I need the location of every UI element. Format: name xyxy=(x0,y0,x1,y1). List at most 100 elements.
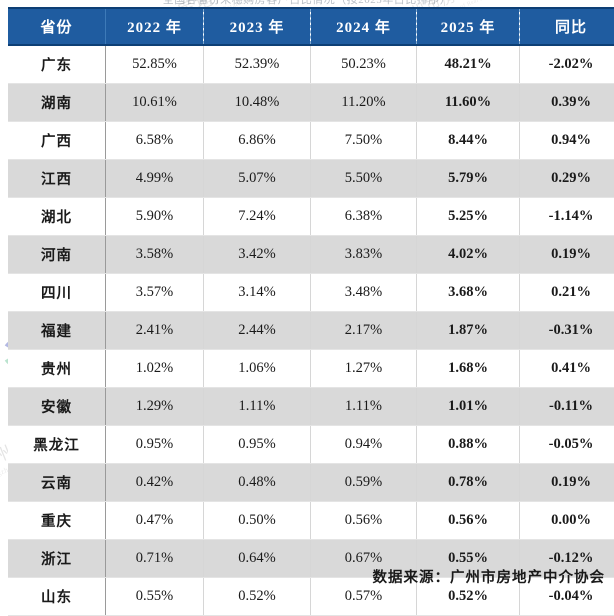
value-2023: 1.11% xyxy=(204,388,311,426)
value-2025: 0.78% xyxy=(417,464,520,502)
col-header-province: 省份 xyxy=(8,8,106,45)
col-header-yoy: 同比 xyxy=(520,8,614,45)
province-name: 黑龙江 xyxy=(8,426,106,464)
header-row: 省份 2022 年 2023 年 2024 年 2025 年 同比 xyxy=(8,8,614,45)
province-name: 福建 xyxy=(8,312,106,350)
value-yoy: 0.94% xyxy=(520,122,614,160)
top-caption-text: 全国各省份来穗购房客户占比情况（按2025年占比排序） xyxy=(0,0,614,7)
value-2024: 2.17% xyxy=(311,312,417,350)
value-2022: 6.58% xyxy=(106,122,204,160)
value-2024: 6.38% xyxy=(311,198,417,236)
value-2022: 0.47% xyxy=(106,502,204,540)
value-2022: 1.29% xyxy=(106,388,204,426)
value-yoy: 0.21% xyxy=(520,274,614,312)
value-2025: 11.60% xyxy=(417,84,520,122)
value-2022: 1.02% xyxy=(106,350,204,388)
value-2024: 50.23% xyxy=(311,45,417,84)
value-2025: 5.79% xyxy=(417,160,520,198)
value-2023: 3.14% xyxy=(204,274,311,312)
province-name: 重庆 xyxy=(8,502,106,540)
value-2025: 0.56% xyxy=(417,502,520,540)
value-2025: 5.25% xyxy=(417,198,520,236)
value-2024: 7.50% xyxy=(311,122,417,160)
table-header: 省份 2022 年 2023 年 2024 年 2025 年 同比 xyxy=(8,8,614,45)
province-name: 云南 xyxy=(8,464,106,502)
value-2025: 0.88% xyxy=(417,426,520,464)
province-name: 湖南 xyxy=(8,84,106,122)
value-2022: 2.41% xyxy=(106,312,204,350)
col-header-2024: 2024 年 xyxy=(311,8,417,45)
col-header-2022: 2022 年 xyxy=(106,8,204,45)
value-2023: 0.48% xyxy=(204,464,311,502)
value-2023: 0.64% xyxy=(204,540,311,578)
value-yoy: -0.31% xyxy=(520,312,614,350)
value-2022: 10.61% xyxy=(106,84,204,122)
province-name: 广西 xyxy=(8,122,106,160)
top-caption-strip: 全国各省份来穗购房客户占比情况（按2025年占比排序） xyxy=(0,0,614,7)
value-yoy: 0.39% xyxy=(520,84,614,122)
value-2022: 52.85% xyxy=(106,45,204,84)
value-2022: 3.58% xyxy=(106,236,204,274)
value-yoy: 0.29% xyxy=(520,160,614,198)
province-name: 广东 xyxy=(8,45,106,84)
value-2024: 0.94% xyxy=(311,426,417,464)
value-2023: 5.07% xyxy=(204,160,311,198)
value-2025: 3.68% xyxy=(417,274,520,312)
value-2024: 0.56% xyxy=(311,502,417,540)
province-name: 江西 xyxy=(8,160,106,198)
value-2023: 10.48% xyxy=(204,84,311,122)
value-2022: 0.42% xyxy=(106,464,204,502)
value-2024: 0.59% xyxy=(311,464,417,502)
province-name: 河南 xyxy=(8,236,106,274)
value-2024: 11.20% xyxy=(311,84,417,122)
value-2023: 0.95% xyxy=(204,426,311,464)
value-2022: 0.95% xyxy=(106,426,204,464)
value-2024: 5.50% xyxy=(311,160,417,198)
value-2024: 3.48% xyxy=(311,274,417,312)
value-yoy: -2.02% xyxy=(520,45,614,84)
value-yoy: 0.19% xyxy=(520,236,614,274)
value-yoy: -1.14% xyxy=(520,198,614,236)
value-2024: 3.83% xyxy=(311,236,417,274)
value-2023: 2.44% xyxy=(204,312,311,350)
value-2023: 6.86% xyxy=(204,122,311,160)
value-2025: 1.68% xyxy=(417,350,520,388)
value-2022: 3.57% xyxy=(106,274,204,312)
province-name: 浙江 xyxy=(8,540,106,578)
value-2022: 0.71% xyxy=(106,540,204,578)
province-name: 四川 xyxy=(8,274,106,312)
value-2023: 52.39% xyxy=(204,45,311,84)
value-2022: 5.90% xyxy=(106,198,204,236)
value-2022: 0.55% xyxy=(106,578,204,616)
value-yoy: -0.05% xyxy=(520,426,614,464)
value-2024: 1.11% xyxy=(311,388,417,426)
province-name: 山东 xyxy=(8,578,106,616)
value-yoy: 0.41% xyxy=(520,350,614,388)
value-2023: 0.52% xyxy=(204,578,311,616)
value-2025: 48.21% xyxy=(417,45,520,84)
value-2023: 0.50% xyxy=(204,502,311,540)
value-2023: 1.06% xyxy=(204,350,311,388)
province-name: 贵州 xyxy=(8,350,106,388)
value-yoy: 0.19% xyxy=(520,464,614,502)
value-2023: 7.24% xyxy=(204,198,311,236)
value-2024: 1.27% xyxy=(311,350,417,388)
province-name: 安徽 xyxy=(8,388,106,426)
value-2025: 8.44% xyxy=(417,122,520,160)
col-header-2023: 2023 年 xyxy=(204,8,311,45)
